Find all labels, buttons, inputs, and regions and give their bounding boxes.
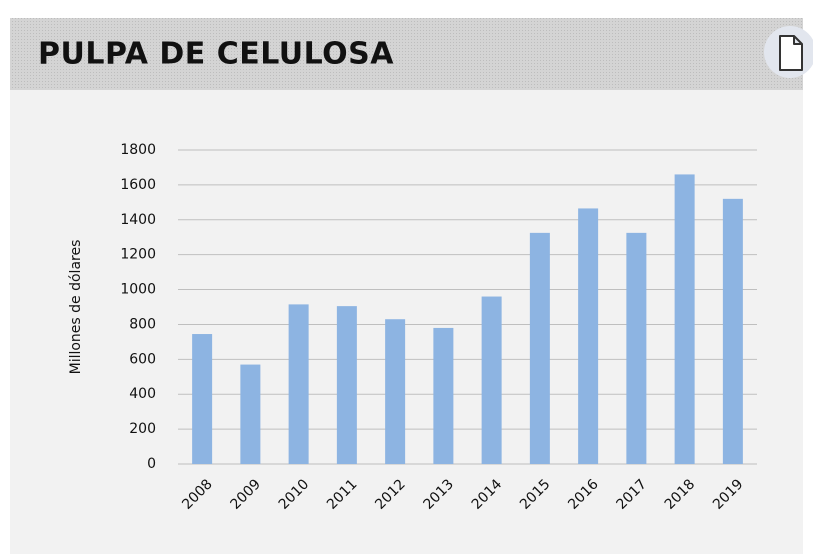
bar [288, 304, 309, 464]
bar [578, 208, 599, 464]
y-tick-label: 1200 [120, 247, 156, 263]
bar [385, 319, 406, 464]
bar [433, 327, 454, 464]
y-tick-label: 1600 [120, 177, 156, 193]
y-axis-label: Millones de dólares [68, 240, 84, 375]
y-tick-label: 1000 [120, 282, 156, 298]
bar [192, 334, 213, 464]
y-tick-label: 600 [129, 351, 156, 367]
header-band [10, 18, 803, 90]
document-icon[interactable] [764, 26, 813, 78]
y-tick-label: 0 [147, 456, 156, 472]
chart-panel [10, 90, 803, 554]
bar [336, 306, 357, 464]
y-tick-label: 1400 [120, 212, 156, 228]
bar [674, 174, 695, 464]
bar [722, 198, 743, 464]
y-tick-label: 200 [129, 421, 156, 437]
chart-title: PULPA DE CELULOSA [38, 37, 394, 72]
y-tick-label: 400 [129, 386, 156, 402]
y-tick-label: 1800 [120, 142, 156, 158]
bar [481, 296, 502, 464]
bar [240, 364, 261, 464]
bar [626, 232, 647, 464]
y-tick-label: 800 [129, 316, 156, 332]
bar [529, 232, 550, 464]
